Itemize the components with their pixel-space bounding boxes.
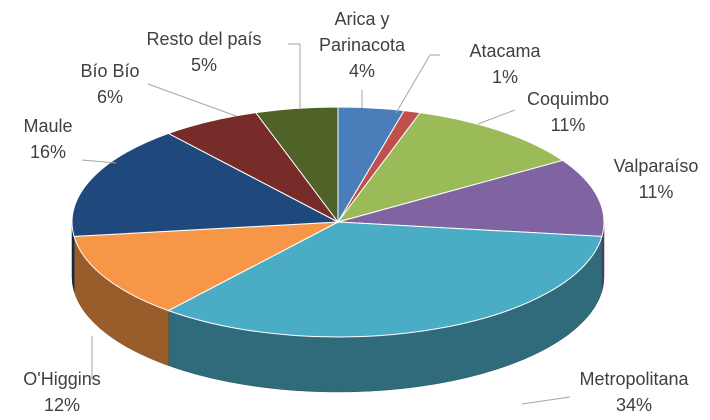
slice [337,159,605,237]
slice-label: Metropolitana 34% [564,366,704,418]
value-label: 6% [96,87,123,107]
slice-label: Coquimbo 11% [508,86,628,138]
slice-label: Arica y Parinacota 4% [307,6,417,84]
category-name: Maule [23,116,73,136]
slice [71,132,340,237]
category-name: Metropolitana [579,369,689,389]
slice-label: Resto del país 5% [119,26,289,78]
value-label: 4% [348,61,375,81]
value-label: 1% [491,67,518,87]
value-label: 11% [550,115,586,135]
slice-label: O'Higgins 12% [7,366,117,418]
slice [167,221,603,338]
value-label: 11% [638,182,674,202]
leader-line [81,159,117,164]
category-name: Arica y Parinacota [318,9,406,55]
slice-label: Valparaíso 11% [596,153,710,205]
leader-line [395,54,440,114]
slice-label: Bío Bío 6% [60,58,160,110]
category-name: O'Higgins [23,369,101,389]
category-name: Resto del país [146,29,262,49]
category-name: Coquimbo [526,89,610,109]
category-name: Atacama [469,41,541,61]
slice-label: Atacama 1% [450,38,560,90]
value-label: 5% [190,55,217,75]
slice-label: Maule 16% [0,113,98,165]
leader-line [521,396,571,405]
value-label: 16% [29,142,67,162]
leader-line [288,43,301,108]
slice [73,221,339,312]
category-name: Valparaíso [613,156,699,176]
category-name: Bío Bío [80,61,140,81]
leader-line [147,83,237,117]
value-label: 12% [43,395,81,415]
slice [336,112,564,223]
value-label: 34% [615,395,653,415]
slice [254,106,339,224]
leader-line [477,109,516,125]
